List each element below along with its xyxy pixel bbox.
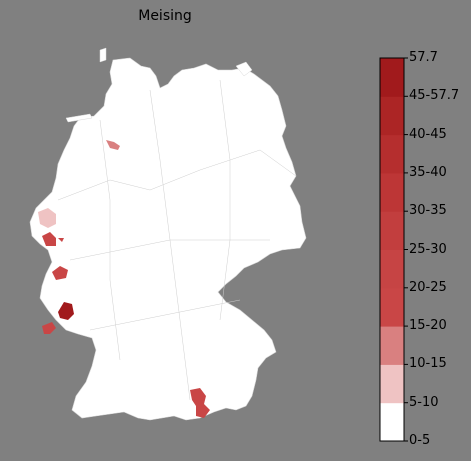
colorbar-tick-label: 25-30 <box>409 241 447 257</box>
colorbar-tick-label: 40-45 <box>409 126 447 142</box>
district-borders <box>57 79 297 401</box>
region-north <box>106 140 120 150</box>
colorbar-segment <box>380 364 404 404</box>
colorbar-tick-label: 30-35 <box>409 203 447 219</box>
colorbar-segment <box>380 134 404 174</box>
colorbar-tick-label: 0-5 <box>409 433 431 448</box>
colorbar-tick-label: 10-15 <box>409 356 447 372</box>
colorbar-tick-label: 15-20 <box>409 318 447 334</box>
region-southwest <box>42 322 56 334</box>
germany-outline <box>29 57 307 421</box>
colorbar-segment <box>380 326 404 365</box>
north-islands <box>65 47 253 123</box>
map-title: Meising <box>138 8 192 24</box>
highlighted-regions <box>38 140 210 418</box>
colorbar-segment <box>380 249 404 289</box>
colorbar-tick-label: 5-10 <box>409 394 439 410</box>
region-south <box>190 388 210 418</box>
colorbar-tick-label: 57.7 <box>409 50 438 65</box>
region-west-1 <box>38 208 56 228</box>
colorbar-segment <box>380 402 404 442</box>
colorbar-tick-label: 35-40 <box>409 164 447 180</box>
region-west-4 <box>58 302 74 320</box>
colorbar-tick-label: 45-57.7 <box>409 88 460 104</box>
region-west-2 <box>42 232 64 246</box>
colorbar-segment <box>380 287 404 327</box>
colorbar-tick-label: 20-25 <box>409 279 447 295</box>
colorbar-segment <box>380 211 404 250</box>
colorbar-segment <box>380 172 404 212</box>
colorbar-segment <box>380 58 404 97</box>
legend-colorbar <box>379 57 408 442</box>
colorbar-segment <box>380 96 404 136</box>
region-west-3 <box>52 266 68 280</box>
